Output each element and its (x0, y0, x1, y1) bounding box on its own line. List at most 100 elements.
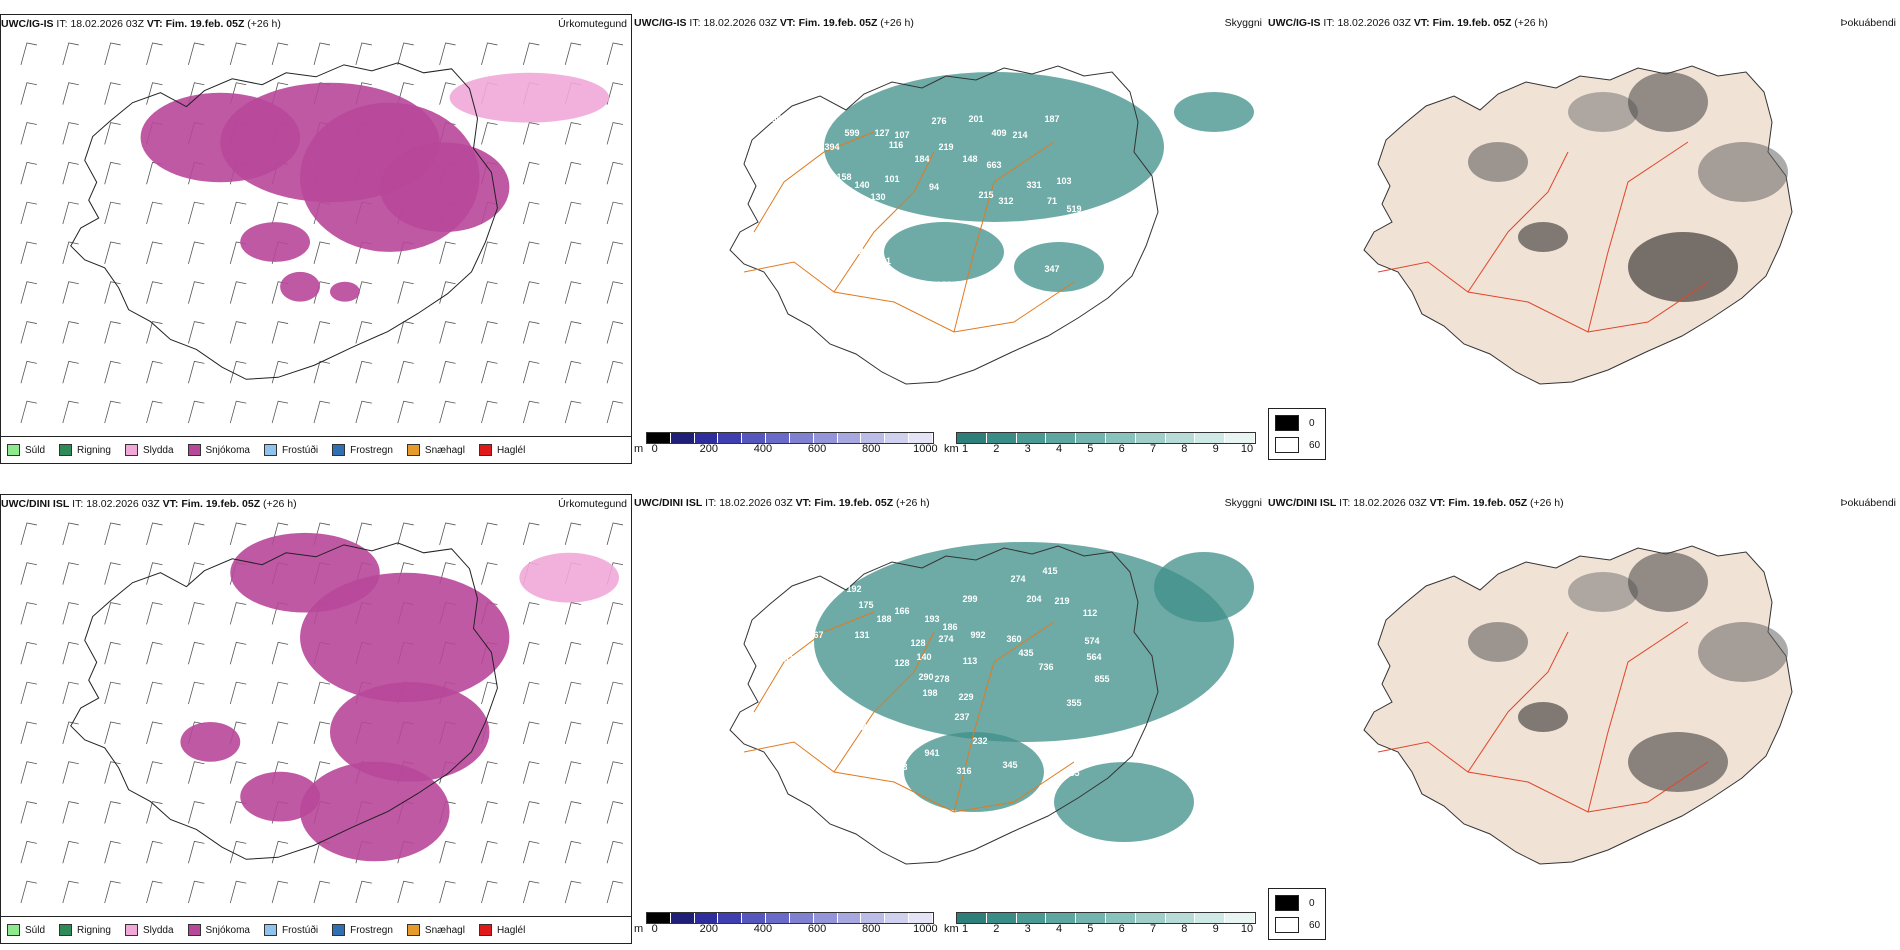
wind-barb (522, 241, 540, 264)
colorbar-cell (1016, 913, 1047, 923)
legend-item: Snjókoma (187, 924, 250, 936)
cloud-base-label: 883 (1008, 220, 1023, 230)
wind-barb (271, 42, 289, 65)
fog-area (1468, 622, 1528, 662)
colorbar-cell (766, 433, 790, 443)
wind-barb (188, 201, 205, 225)
colorbar-ticks: 1 2 3 4 5 6 7 8 9 10 (956, 443, 1256, 457)
wind-barb (229, 641, 247, 665)
wind-barb (20, 321, 37, 344)
wind-barb (313, 321, 331, 344)
wind-barb (522, 42, 540, 65)
cloud-base-label: 415 (1042, 566, 1057, 576)
legend-swatch (7, 444, 20, 456)
wind-barb (271, 681, 289, 705)
wind-barb (606, 840, 624, 864)
colorbar-tick: 600 (807, 923, 827, 935)
wind-barb (62, 241, 79, 264)
colorbar-tick: 0 (651, 923, 658, 935)
visibility-map-svg: 488 355 394 599 127 107 276 201 409 214 187 116 184 2… (729, 65, 1254, 385)
colorbar-cell (909, 433, 933, 443)
cloud-base-label: 130 (870, 192, 885, 202)
vt-label: VT: (795, 497, 812, 509)
wind-barb (229, 761, 247, 784)
legend-label: Frostúði (281, 924, 319, 936)
cloud-base-label: 203 (756, 714, 771, 724)
wind-barb (522, 321, 540, 344)
panel-header: UWC/IG-IS IT: 18.02.2026 03Z VT: Fim. 19… (634, 14, 1266, 32)
legend-item: Snjókoma (187, 444, 250, 456)
wind-barb (104, 681, 121, 705)
legend-swatch (187, 924, 201, 936)
wind-barb (271, 880, 289, 904)
cloud-base-label: 140 (916, 652, 931, 662)
colorbar-cell (813, 913, 838, 923)
wind-barb (564, 801, 582, 824)
legend-swatch (478, 444, 492, 456)
colorbar-cell (766, 913, 790, 923)
colorbar-cell (885, 913, 910, 923)
precip-area (300, 761, 450, 862)
colorbar-tick: 7 (1149, 923, 1157, 935)
cloud-base-label: 549 (816, 684, 831, 694)
cloud-base-label: 112 (1083, 608, 1098, 618)
wind-barb (564, 880, 582, 904)
wind-barb (439, 281, 456, 304)
wind-barb (439, 82, 456, 105)
wind-barb (313, 360, 331, 384)
fog-area (1628, 232, 1738, 302)
legend-item: Snæhagl (406, 444, 465, 456)
cloud-base-label: 241 (840, 238, 855, 248)
colorbar-tick: 0 (651, 443, 658, 455)
wind-barb (20, 681, 37, 705)
wind-barb (62, 42, 79, 65)
wind-barb (564, 641, 582, 665)
colorbar-tick: 4 (1055, 443, 1063, 455)
road (1587, 141, 1689, 333)
wind-barb (564, 400, 582, 424)
wind-barb (20, 761, 37, 784)
colorbar-cell (1195, 433, 1226, 443)
colorbar-cell (647, 433, 671, 443)
wind-barb (62, 761, 79, 784)
wind-barb (481, 241, 498, 264)
wind-barb (146, 840, 163, 864)
panel-header: UWC/DINI ISL IT: 18.02.2026 03Z VT: Fim.… (634, 494, 1266, 512)
precip-map (1, 33, 631, 437)
wind-barb (522, 281, 540, 304)
cloud-base-label: 193 (924, 614, 939, 624)
legend-swatch (332, 924, 346, 936)
colorbar-unit: km (944, 443, 959, 455)
wind-barb (20, 880, 37, 904)
low-visibility-area (884, 222, 1004, 282)
colorbar-tick: 4 (1055, 923, 1063, 935)
low-visibility-area (1174, 92, 1254, 132)
legend-item: Frostregn (332, 924, 393, 936)
it-label: IT: (705, 497, 717, 509)
panel-title: Þokuábendi (1840, 497, 1896, 509)
precip-area (180, 721, 241, 762)
wind-barb (104, 321, 121, 344)
road-network (1377, 621, 1709, 813)
road (833, 151, 935, 293)
colorbar-ticks: 0 200 400 600 800 1000 (646, 923, 938, 937)
wind-barb (439, 321, 456, 344)
wind-barb (62, 82, 79, 105)
cloud-base-label: 167 (808, 630, 823, 640)
precip-area (379, 142, 510, 233)
cloud-base-label: 599 (844, 128, 859, 138)
cloud-base-label: 192 (846, 584, 861, 594)
colorbar-cell (694, 433, 719, 443)
colorbar-cell (861, 913, 886, 923)
colorbar-cell (957, 433, 987, 443)
cloud-base-label: 219 (938, 142, 953, 152)
colorbar-cell (1076, 433, 1106, 443)
wind-barb (104, 82, 121, 105)
cloud-base-label: 331 (1026, 180, 1041, 190)
low-visibility-areas (824, 72, 1254, 292)
wind-barb (146, 400, 163, 424)
colorbar-tick: 8 (1181, 923, 1188, 935)
it-label: IT: (1323, 17, 1335, 29)
model-name: UWC/IG-IS (1268, 17, 1321, 29)
road (743, 261, 1075, 333)
